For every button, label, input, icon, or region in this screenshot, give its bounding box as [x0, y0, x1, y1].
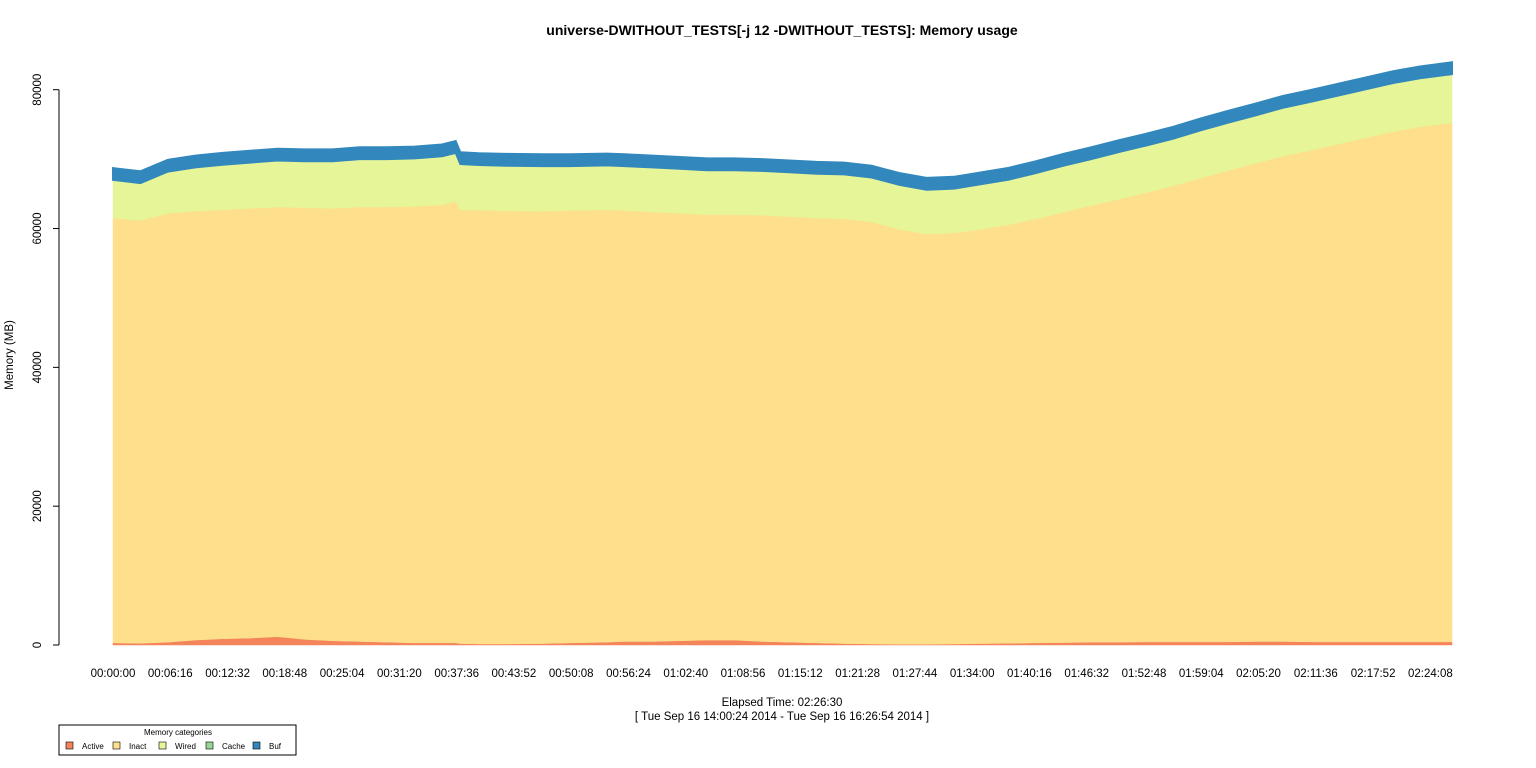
legend-box — [58, 724, 297, 756]
legend-swatch-buf — [252, 741, 261, 750]
legend-swatch-cache — [205, 741, 214, 750]
area-buf — [112, 61, 1453, 191]
legend-swatch-active — [65, 741, 74, 750]
x-tick-label: 02:05:20 — [1236, 668, 1281, 680]
x-tick-label: 01:27:44 — [893, 668, 938, 680]
legend-label-inact: Inact — [129, 742, 147, 751]
x-tick-label: 01:40:16 — [1007, 668, 1052, 680]
legend-title: Memory categories — [144, 728, 212, 737]
legend-entries: Active Inact Wired Cache Buf — [65, 741, 282, 751]
x-tick-label: 00:43:52 — [492, 668, 537, 680]
x-tick-label: 01:21:28 — [835, 668, 880, 680]
x-tick-label: 01:02:40 — [663, 668, 708, 680]
y-tick-label: 20000 — [32, 490, 44, 522]
x-axis-sublabel: [ Tue Sep 16 14:00:24 2014 - Tue Sep 16 … — [635, 711, 929, 723]
y-tick-label: 0 — [32, 642, 44, 648]
legend-swatch-inact — [112, 741, 121, 750]
x-tick-label: 02:11:36 — [1294, 668, 1338, 680]
x-tick-label: 02:24:08 — [1408, 668, 1453, 680]
x-tick-label: 00:00:00 — [91, 668, 136, 680]
x-tick-label: 01:34:00 — [950, 668, 995, 680]
legend-label-buf: Buf — [269, 742, 282, 751]
x-tick-label: 00:18:48 — [262, 668, 307, 680]
x-tick-label: 01:08:56 — [721, 668, 766, 680]
x-tick-label: 01:46:32 — [1064, 668, 1109, 680]
y-tick-label: 80000 — [32, 74, 44, 106]
y-axis-label: Memory (MB) — [4, 320, 16, 390]
y-tick-label: 40000 — [32, 351, 44, 383]
x-tick-label: 01:52:48 — [1122, 668, 1167, 680]
x-tick-label: 01:59:04 — [1179, 668, 1224, 680]
x-tick-label: 00:50:08 — [549, 668, 594, 680]
x-tick-label: 02:17:52 — [1351, 668, 1396, 680]
legend-swatch-wired — [158, 741, 167, 750]
x-tick-label: 00:06:16 — [148, 668, 193, 680]
x-axis: 00:00:00 00:06:16 00:12:32 00:18:48 00:25:04… — [91, 668, 1453, 680]
x-tick-label: 00:37:36 — [434, 668, 479, 680]
chart-title: universe-DWITHOUT_TESTS[-j 12 -DWITHOUT_… — [546, 22, 1018, 38]
x-tick-label: 00:31:20 — [377, 668, 422, 680]
y-axis: 0 20000 40000 60000 80000 — [32, 74, 60, 648]
legend-label-cache: Cache — [222, 742, 246, 751]
legend-label-active: Active — [82, 742, 104, 751]
x-tick-label: 00:56:24 — [606, 668, 651, 680]
x-axis-label: Elapsed Time: 02:26:30 — [722, 697, 843, 709]
legend: Memory categories Active Inact Wired Cache B… — [58, 724, 297, 756]
y-tick-label: 60000 — [32, 213, 44, 245]
stacked-area-layers — [112, 61, 1453, 646]
x-tick-label: 00:12:32 — [205, 668, 250, 680]
x-tick-label: 00:25:04 — [320, 668, 365, 680]
legend-label-wired: Wired — [175, 742, 196, 751]
x-tick-label: 01:15:12 — [778, 668, 823, 680]
